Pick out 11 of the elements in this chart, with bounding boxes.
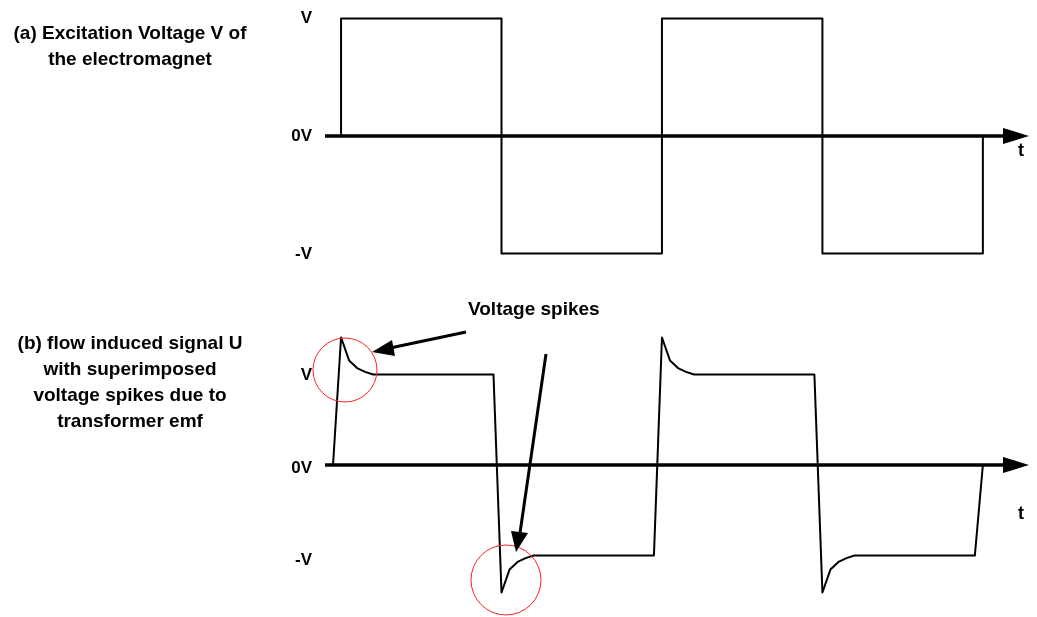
text: V bbox=[300, 8, 312, 28]
x-axis-title: t bbox=[1018, 503, 1024, 524]
text: V bbox=[300, 365, 312, 385]
text: Voltage spikes bbox=[468, 298, 600, 320]
x-axis-title: t bbox=[1018, 140, 1024, 161]
text: 0V bbox=[291, 458, 312, 478]
text: (a) Excitation Voltage V of the electromagnet bbox=[12, 21, 248, 71]
text: 0V bbox=[291, 126, 312, 146]
text: (b) flow induced signal U with superimposed voltage spikes due to transformer emf bbox=[16, 331, 244, 433]
text: -V bbox=[295, 244, 312, 264]
text: -V bbox=[295, 550, 312, 570]
